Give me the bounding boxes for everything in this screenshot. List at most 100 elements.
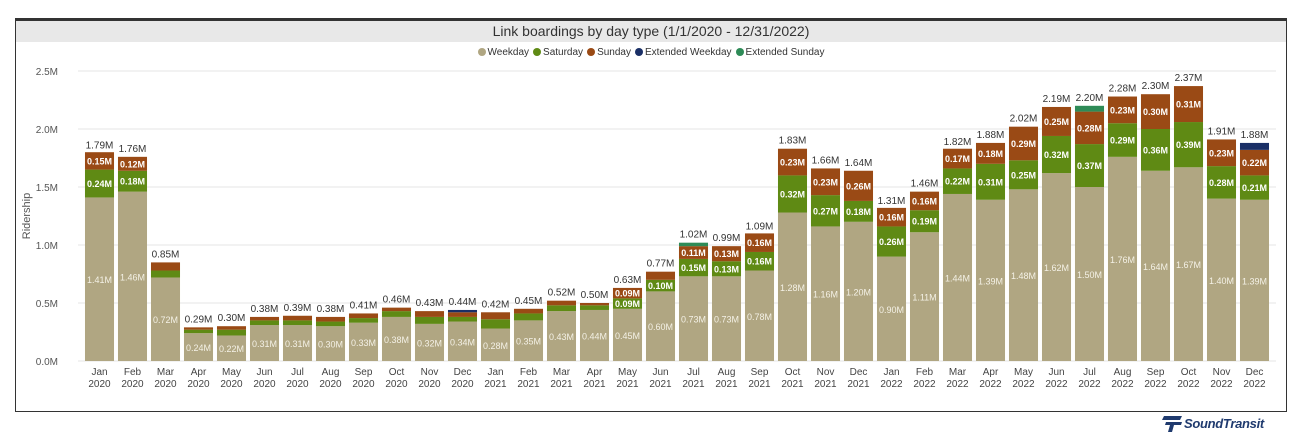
- bar-segment-sunday[interactable]: [216, 326, 247, 330]
- bar-segment-sunday[interactable]: [744, 233, 775, 252]
- bar-segment-weekday[interactable]: [843, 221, 874, 361]
- bar-segment-sunday[interactable]: [810, 168, 841, 196]
- bar-segment-saturday[interactable]: [1140, 129, 1171, 171]
- bar-segment-weekday[interactable]: [513, 320, 544, 361]
- bar-segment-sunday[interactable]: [678, 246, 709, 259]
- bar-segment-sunday[interactable]: [777, 148, 808, 176]
- bar-segment-sunday[interactable]: [711, 246, 742, 262]
- bar-segment-saturday[interactable]: [711, 261, 742, 277]
- bar-segment-saturday[interactable]: [645, 279, 676, 292]
- legend-item-weekday[interactable]: Weekday: [477, 47, 529, 58]
- bar-segment-weekday[interactable]: [711, 276, 742, 361]
- bar-segment-sunday[interactable]: [1206, 139, 1237, 167]
- bar-segment-saturday[interactable]: [1173, 122, 1204, 168]
- bar-segment-saturday[interactable]: [777, 175, 808, 213]
- bar-segment-sunday[interactable]: [1074, 111, 1105, 145]
- bar-segment-saturday[interactable]: [348, 318, 379, 323]
- bar-segment-sunday[interactable]: [249, 316, 280, 321]
- bar-segment-saturday[interactable]: [909, 210, 940, 233]
- legend-item-extended-sunday[interactable]: Extended Sunday: [735, 47, 824, 58]
- bar-segment-sunday[interactable]: [645, 271, 676, 280]
- bar-segment-saturday[interactable]: [744, 251, 775, 271]
- bar-segment-weekday[interactable]: [678, 276, 709, 361]
- legend-item-sunday[interactable]: Sunday: [587, 47, 631, 58]
- bar-segment-saturday[interactable]: [381, 311, 412, 317]
- bar-segment-weekday[interactable]: [645, 291, 676, 361]
- bar-segment-sunday[interactable]: [1107, 96, 1138, 124]
- bar-segment-weekday[interactable]: [1074, 187, 1105, 361]
- bar-segment-saturday[interactable]: [249, 320, 280, 326]
- bar-segment-sunday[interactable]: [975, 142, 1006, 164]
- bar-segment-sunday[interactable]: [546, 300, 577, 306]
- bar-segment-saturday[interactable]: [282, 320, 313, 326]
- bar-segment-saturday[interactable]: [414, 316, 445, 324]
- bar-segment-extended-weekday[interactable]: [1239, 142, 1270, 150]
- bar-segment-weekday[interactable]: [348, 322, 379, 361]
- bar-segment-saturday[interactable]: [84, 169, 115, 198]
- bar-segment-sunday[interactable]: [150, 262, 181, 271]
- bar-segment-saturday[interactable]: [447, 316, 478, 322]
- bar-segment-weekday[interactable]: [282, 325, 313, 361]
- bar-segment-weekday[interactable]: [1041, 173, 1072, 361]
- bar-segment-weekday[interactable]: [909, 232, 940, 361]
- bar-segment-saturday[interactable]: [1008, 160, 1039, 190]
- bar-segment-saturday[interactable]: [1239, 175, 1270, 200]
- bar-segment-weekday[interactable]: [1107, 156, 1138, 361]
- bar-segment-weekday[interactable]: [1239, 199, 1270, 361]
- bar-segment-sunday[interactable]: [282, 315, 313, 321]
- bar-segment-sunday[interactable]: [612, 287, 643, 299]
- bar-segment-weekday[interactable]: [1173, 167, 1204, 361]
- bar-segment-saturday[interactable]: [843, 200, 874, 222]
- bar-segment-sunday[interactable]: [1041, 106, 1072, 136]
- bar-segment-saturday[interactable]: [942, 168, 973, 194]
- bar-segment-saturday[interactable]: [1041, 135, 1072, 174]
- bar-segment-sunday[interactable]: [579, 303, 610, 306]
- bar-segment-saturday[interactable]: [1107, 123, 1138, 157]
- bar-segment-sunday[interactable]: [381, 307, 412, 312]
- bar-segment-saturday[interactable]: [216, 329, 247, 336]
- bar-segment-saturday[interactable]: [1074, 144, 1105, 187]
- bar-segment-weekday[interactable]: [810, 226, 841, 361]
- bar-segment-sunday[interactable]: [183, 327, 214, 330]
- bar-segment-weekday[interactable]: [183, 333, 214, 361]
- bar-segment-sunday[interactable]: [1239, 149, 1270, 176]
- bar-segment-weekday[interactable]: [447, 321, 478, 361]
- bar-segment-sunday[interactable]: [1140, 94, 1171, 129]
- bar-segment-sunday[interactable]: [480, 312, 511, 320]
- bar-segment-saturday[interactable]: [513, 313, 544, 321]
- bar-segment-sunday[interactable]: [117, 156, 148, 171]
- bar-segment-weekday[interactable]: [744, 270, 775, 361]
- bar-segment-weekday[interactable]: [381, 316, 412, 361]
- bar-segment-weekday[interactable]: [975, 199, 1006, 361]
- legend-item-saturday[interactable]: Saturday: [533, 47, 583, 58]
- bar-segment-sunday[interactable]: [1173, 86, 1204, 123]
- bar-segment-sunday[interactable]: [909, 191, 940, 211]
- bar-segment-saturday[interactable]: [183, 329, 214, 334]
- bar-segment-saturday[interactable]: [975, 163, 1006, 200]
- bar-segment-weekday[interactable]: [612, 308, 643, 361]
- bar-segment-sunday[interactable]: [942, 148, 973, 169]
- bar-segment-weekday[interactable]: [1008, 189, 1039, 361]
- bar-segment-weekday[interactable]: [546, 311, 577, 361]
- bar-segment-sunday[interactable]: [414, 311, 445, 317]
- bar-segment-saturday[interactable]: [480, 319, 511, 329]
- bar-segment-extended-weekday[interactable]: [447, 309, 478, 313]
- bar-segment-sunday[interactable]: [447, 312, 478, 317]
- bar-segment-weekday[interactable]: [777, 212, 808, 361]
- bar-segment-saturday[interactable]: [876, 226, 907, 257]
- bar-segment-saturday[interactable]: [546, 305, 577, 312]
- bar-segment-weekday[interactable]: [216, 335, 247, 361]
- bar-segment-weekday[interactable]: [117, 191, 148, 361]
- bar-segment-weekday[interactable]: [150, 277, 181, 361]
- bar-segment-weekday[interactable]: [480, 328, 511, 361]
- bar-segment-weekday[interactable]: [876, 256, 907, 361]
- legend-item-extended-weekday[interactable]: Extended Weekday: [634, 47, 732, 58]
- bar-segment-saturday[interactable]: [612, 298, 643, 309]
- bar-segment-weekday[interactable]: [1140, 170, 1171, 361]
- bar-segment-sunday[interactable]: [315, 316, 346, 322]
- bar-segment-sunday[interactable]: [1008, 126, 1039, 161]
- bar-segment-saturday[interactable]: [579, 305, 610, 310]
- bar-segment-saturday[interactable]: [810, 195, 841, 227]
- bar-segment-extended-sunday[interactable]: [678, 242, 709, 247]
- bar-segment-saturday[interactable]: [678, 258, 709, 277]
